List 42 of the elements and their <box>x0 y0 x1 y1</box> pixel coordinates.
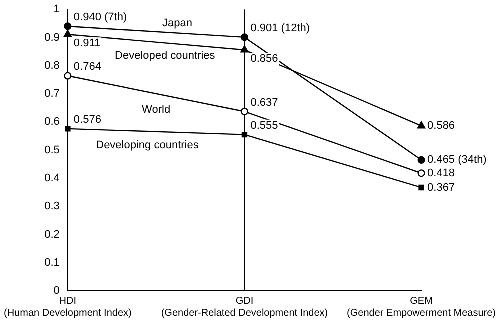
data-label: 0.911 <box>74 38 101 50</box>
x-tick-label: GEM (Gender Empowerment Measure) <box>347 296 496 319</box>
point <box>418 156 426 164</box>
x-tick-label: GDI (Gender-Related Development Index) <box>161 296 328 319</box>
data-label: 0.940 (7th) <box>74 12 128 24</box>
point <box>64 72 72 80</box>
point <box>240 46 249 53</box>
point <box>64 22 72 30</box>
data-label: 0.901 (12th) <box>250 22 310 34</box>
y-tick-label: 0.2 <box>44 228 60 241</box>
data-label: 0.586 <box>428 120 456 132</box>
point <box>418 170 426 178</box>
data-label: 0.764 <box>74 61 102 74</box>
y-tick-label: 0.8 <box>44 60 60 72</box>
data-label: 0.418 <box>428 167 456 180</box>
y-tick-label: 0.4 <box>44 172 60 184</box>
data-label: 0.367 <box>428 182 456 194</box>
data-label: 0.465 (34th) <box>428 154 487 166</box>
data-label: 0.576 <box>74 114 102 126</box>
series-label: Developed countries <box>115 50 216 62</box>
y-tick-label: 0.7 <box>44 88 60 100</box>
series-label: Developing countries <box>96 140 200 152</box>
point <box>242 132 248 138</box>
point <box>240 108 249 116</box>
data-label: 0.637 <box>250 96 278 109</box>
y-tick-label: 1 <box>54 4 60 16</box>
x-tick-label: HDI (Human Development Index) <box>4 296 132 319</box>
data-label: 0.555 <box>250 120 278 132</box>
data-label: 0.856 <box>250 53 278 66</box>
point <box>418 184 424 191</box>
y-tick-label: 0.5 <box>44 144 60 156</box>
y-tick-label: 0.6 <box>44 116 60 128</box>
y-tick-label: 0 <box>54 285 60 298</box>
point <box>417 122 426 129</box>
series-label: Japan <box>162 17 193 30</box>
y-tick-label: 0.9 <box>44 32 60 44</box>
point <box>64 30 72 38</box>
point <box>65 126 71 132</box>
y-tick-label: 0.1 <box>44 256 60 269</box>
point <box>240 34 249 42</box>
y-tick-label: 0.3 <box>44 200 60 213</box>
series-label: World <box>142 104 171 116</box>
